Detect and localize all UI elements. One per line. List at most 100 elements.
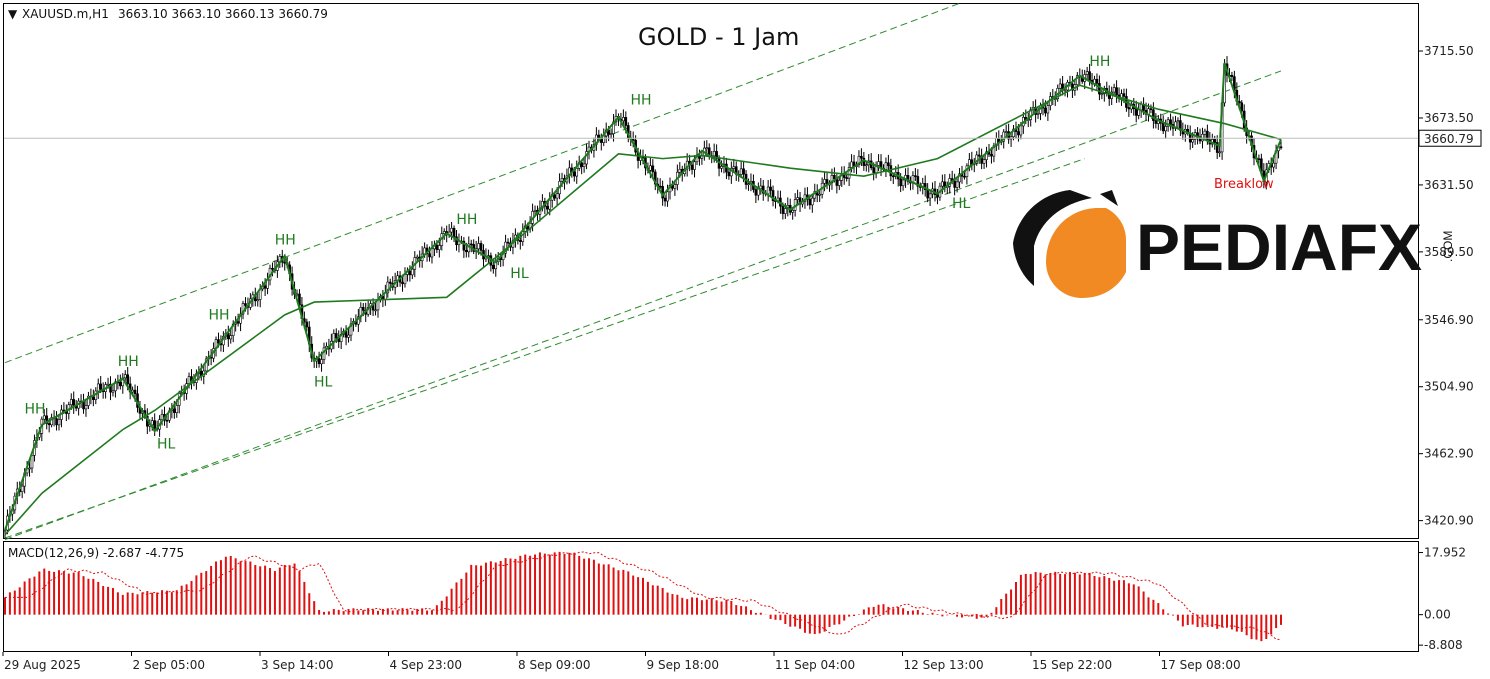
candle-body <box>1240 102 1244 112</box>
candle-body <box>548 199 552 210</box>
ohlc-values: 3663.10 3663.10 3660.13 3660.79 <box>118 7 328 21</box>
candle-body <box>990 153 993 157</box>
candle-body <box>963 175 966 178</box>
candle-body <box>555 193 559 199</box>
candle-body <box>889 165 893 177</box>
candle-body <box>796 197 799 200</box>
price-tick-label: 3589.50 <box>1424 245 1474 259</box>
candle-body <box>833 175 836 179</box>
candle-body <box>766 186 770 195</box>
macd-tick-label: -8.808 <box>1424 638 1463 652</box>
candle-body <box>1017 131 1020 136</box>
candle-body <box>111 390 115 393</box>
candle-body <box>20 485 24 492</box>
higher-high-label: HH <box>631 92 652 108</box>
candle-body <box>57 419 61 426</box>
candle-body <box>96 383 100 392</box>
time-tick-label: 17 Sep 08:00 <box>1161 658 1241 672</box>
candle-body <box>45 415 49 424</box>
candle-body <box>784 208 787 214</box>
candle-body <box>1058 83 1062 89</box>
candle-body <box>123 374 127 379</box>
candle-body <box>864 164 868 167</box>
symbol-dropdown-arrow[interactable]: ▼ <box>8 7 18 21</box>
candle-body <box>487 255 490 257</box>
candle-body <box>1272 162 1275 168</box>
time-tick-label: 29 Aug 2025 <box>4 658 81 672</box>
candle-body <box>408 270 412 276</box>
candle-body <box>506 241 510 244</box>
candle-body <box>428 253 431 258</box>
candle-body <box>658 185 662 188</box>
candle-body <box>1036 113 1040 115</box>
pediafx-logo: PEDIAFX .COM <box>1013 190 1455 298</box>
channel-line-mid <box>4 70 1282 541</box>
candle-body <box>465 249 468 253</box>
candle-body <box>229 335 233 340</box>
time-axis: 29 Aug 2025 2 Sep 05:00 3 Sep 14:00 4 Sep 2… <box>2 652 1241 672</box>
candle-body <box>624 117 628 126</box>
candle-body <box>572 171 576 177</box>
candle-body <box>462 240 466 251</box>
candle-body <box>560 178 564 182</box>
candle-body <box>715 151 718 159</box>
time-tick-label: 2 Sep 05:00 <box>133 658 205 672</box>
candle-body <box>334 333 338 339</box>
candle-body <box>1139 103 1143 111</box>
price-tick-label: 3673.50 <box>1424 111 1474 125</box>
candle-body <box>678 168 682 173</box>
macd-axis: 17.952 0.00 -8.808 <box>1418 546 1466 652</box>
candle-body <box>700 155 704 159</box>
candle-body <box>953 180 956 188</box>
candle-body <box>442 231 446 234</box>
candle-body <box>173 408 176 413</box>
candle-body <box>847 167 851 179</box>
candle-body <box>1002 131 1006 142</box>
candle-body <box>845 177 848 179</box>
candle-body <box>705 147 709 150</box>
candle-body <box>401 281 404 285</box>
candle-body <box>609 133 613 135</box>
macd-histogram <box>4 551 1282 642</box>
candle-body <box>1213 139 1217 143</box>
higher-low-label: HL <box>314 375 333 391</box>
candle-body <box>585 151 588 165</box>
candle-body <box>386 281 390 294</box>
higher-high-label: HH <box>275 233 296 249</box>
candle-body <box>597 134 601 138</box>
price-axis: 3715.50 3673.50 3631.50 3589.50 3546.90 3504.… <box>1418 44 1474 528</box>
candle-body <box>244 303 247 306</box>
symbol-timeframe: XAUUSD.m,H1 <box>22 7 109 21</box>
candle-body <box>99 383 102 390</box>
candle-body <box>1076 75 1079 85</box>
candle-body <box>92 396 95 400</box>
candle-body <box>50 417 53 426</box>
candle-body <box>1100 93 1104 96</box>
candle-body <box>977 154 981 157</box>
candle-body <box>1218 151 1221 154</box>
candlesticks <box>3 56 1283 538</box>
time-tick-label: 3 Sep 14:00 <box>261 658 333 672</box>
candle-body <box>941 181 944 187</box>
time-tick-label: 12 Sep 13:00 <box>904 658 984 672</box>
candle-body <box>271 267 274 270</box>
candle-body <box>479 243 483 251</box>
price-tick-label: 3504.90 <box>1424 380 1474 394</box>
current-price-label: 3660.79 <box>1424 132 1474 146</box>
trend-channel <box>4 1 1282 541</box>
candle-body <box>55 418 58 426</box>
candle-body <box>811 197 814 206</box>
time-tick-label: 11 Sep 04:00 <box>775 658 855 672</box>
candle-body <box>739 168 743 175</box>
candle-body <box>818 193 821 196</box>
candle-body <box>126 374 129 385</box>
time-tick-label: 9 Sep 18:00 <box>647 658 719 672</box>
candle-body <box>477 243 480 250</box>
candle-body <box>649 165 652 171</box>
candle-body <box>388 281 392 284</box>
candle-body <box>916 176 920 187</box>
candle-body <box>1071 83 1074 91</box>
candle-body <box>47 423 51 426</box>
candle-body <box>545 206 549 210</box>
candle-body <box>1085 71 1089 75</box>
